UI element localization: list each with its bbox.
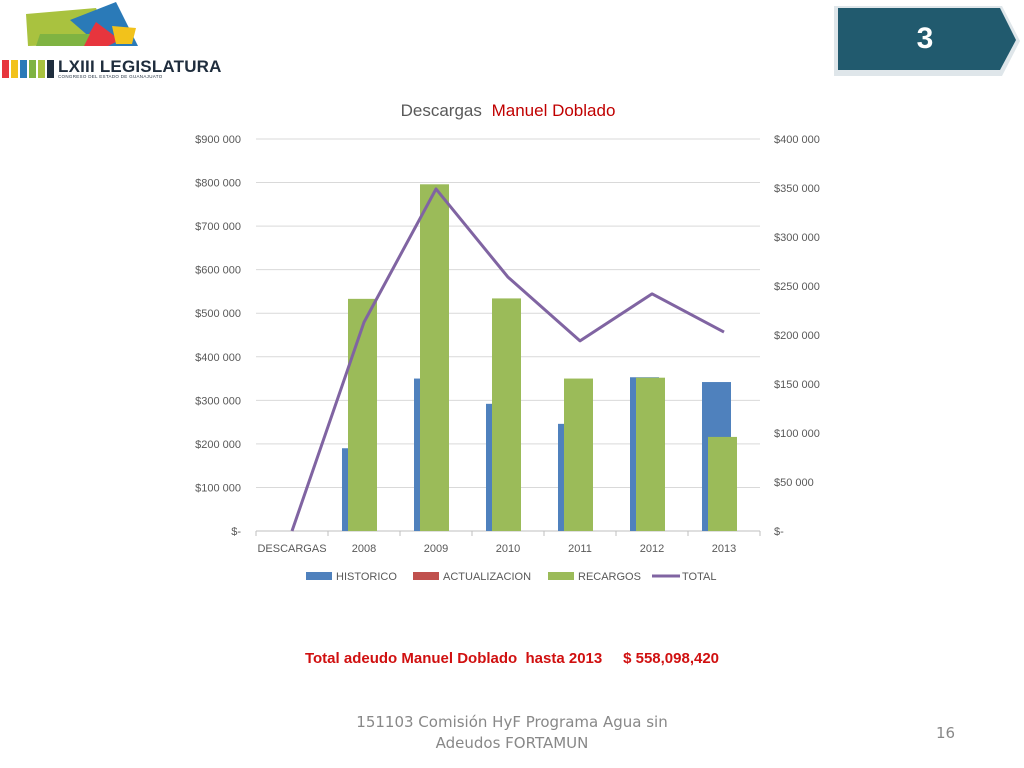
legend-swatch [413, 572, 439, 580]
y-left-tick-label: $600 000 [195, 265, 241, 277]
total-adeudo-summary: Total adeudo Manuel Doblado hasta 2013 $… [0, 650, 1024, 667]
x-tick-label: DESCARGAS [257, 543, 326, 555]
legend-label: RECARGOS [578, 571, 641, 583]
chart-axes: $- $100 000 $200 000 $300 000 $400 000 $500 0… [195, 134, 820, 555]
y-right-tick-label: $250 000 [774, 281, 820, 293]
x-tick-label: 2013 [712, 543, 736, 555]
y-left-tick-label: $- [231, 526, 241, 538]
logo-text: LXIII LEGISLATURA [58, 57, 222, 76]
legislatura-logo [2, 2, 138, 78]
page-badge-number: 3 [916, 22, 934, 55]
chart-title-highlight: Manuel Doblado [492, 101, 616, 120]
legend-label: TOTAL [682, 571, 716, 583]
y-left-tick-label: $200 000 [195, 439, 241, 451]
y-right-tick-label: $300 000 [774, 232, 820, 244]
chart-title-main: Descargas [401, 101, 482, 120]
y-right-tick-label: $200 000 [774, 330, 820, 342]
bar-recargos [492, 298, 521, 531]
y-left-tick-label: $800 000 [195, 178, 241, 190]
y-left-tick-label: $300 000 [195, 395, 241, 407]
y-left-tick-label: $500 000 [195, 308, 241, 320]
x-tick-label: 2011 [568, 543, 592, 555]
legend-label: ACTUALIZACION [443, 571, 531, 583]
y-right-tick-label: $350 000 [774, 183, 820, 195]
y-left-tick-label: $100 000 [195, 482, 241, 494]
chart-title: Descargas Manuel Doblado [401, 101, 616, 120]
y-right-tick-label: $400 000 [774, 134, 820, 146]
x-tick-label: 2012 [640, 543, 664, 555]
x-tick-label: 2010 [496, 543, 520, 555]
summary-label: Total adeudo Manuel Doblado hasta 2013 [304, 650, 603, 667]
y-left-tick-label: $400 000 [195, 352, 241, 364]
y-right-tick-label: $50 000 [774, 477, 814, 489]
slide-number: 16 [936, 724, 956, 742]
footer-text: 151103 Comisión HyF Programa Agua sin Ad… [356, 713, 668, 752]
y-right-tick-label: $150 000 [774, 379, 820, 391]
bar-recargos [348, 298, 377, 531]
x-tick-label: 2009 [424, 543, 448, 555]
bar-recargos [564, 378, 593, 531]
page-badge [834, 6, 1020, 76]
legend-label: HISTORICO [336, 571, 397, 583]
y-right-tick-label: $- [774, 526, 784, 538]
chart-legend: HISTORICO ACTUALIZACION RECARGOS TOTAL [306, 571, 716, 583]
x-tick-label: 2008 [352, 543, 376, 555]
bar-recargos [708, 436, 737, 531]
y-right-tick-label: $100 000 [774, 428, 820, 440]
series-line-total [290, 187, 725, 532]
y-left-tick-label: $900 000 [195, 134, 241, 146]
summary-amount: $ 558,098,420 [623, 650, 720, 667]
y-left-tick-label: $700 000 [195, 221, 241, 233]
bar-recargos [420, 184, 449, 531]
logo-subtext: CONGRESO DEL ESTADO DE GUANAJUATO [58, 74, 163, 79]
chart-total-line [290, 187, 725, 532]
legend-swatch [306, 572, 332, 580]
bar-recargos [636, 377, 665, 531]
legend-swatch [548, 572, 574, 580]
chart-bars [342, 184, 737, 531]
